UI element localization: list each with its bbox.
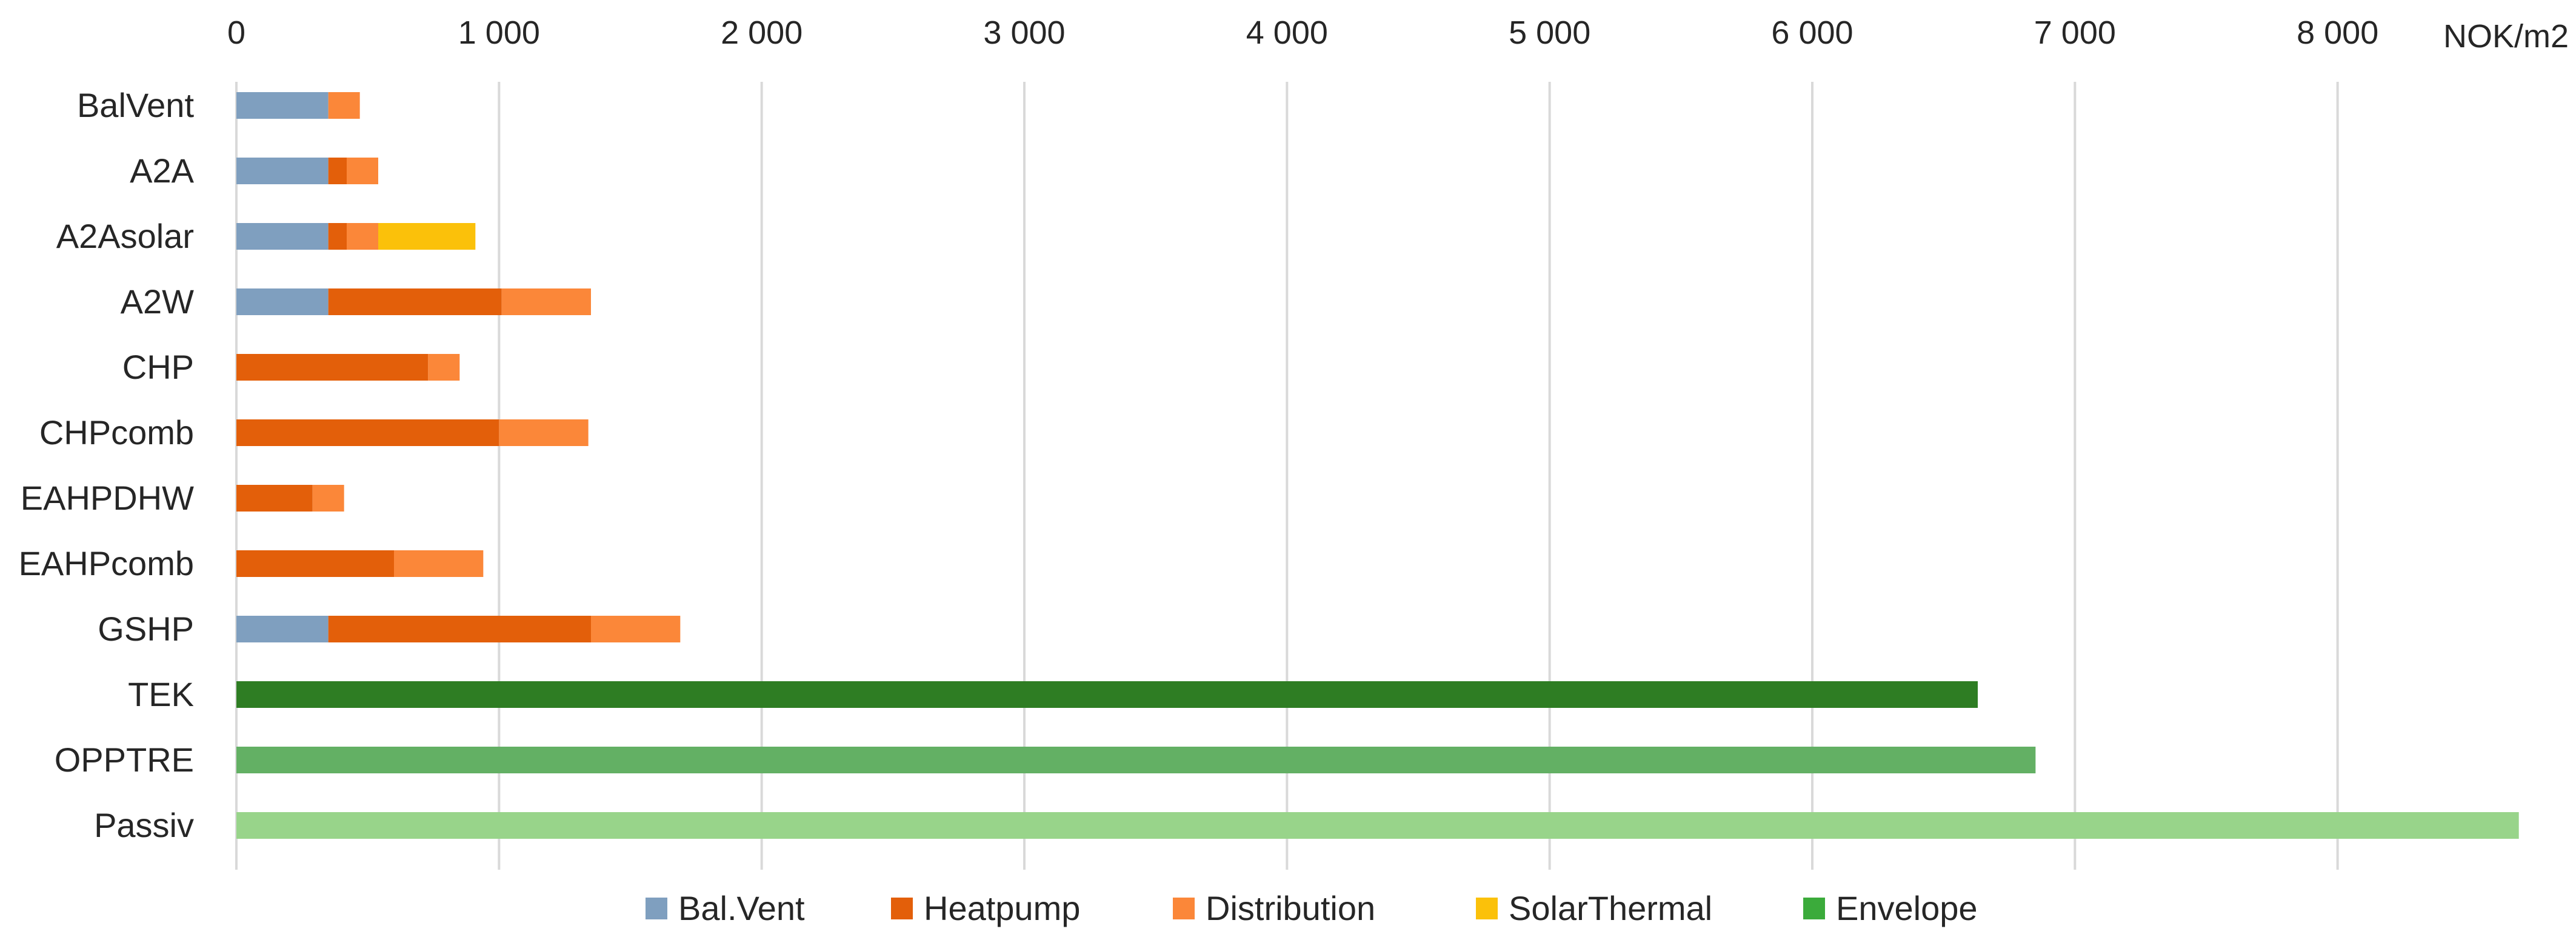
bar-segment-a2a-bal-vent: [236, 158, 329, 184]
category-label-a2a: A2A: [130, 152, 194, 190]
legend-label-solarthermal: SolarThermal: [1509, 889, 1712, 927]
x-tick-label: 8 000: [2297, 15, 2378, 51]
x-tick-label: 6 000: [1771, 15, 1853, 51]
legend-swatch-bal-vent: [646, 898, 667, 919]
bar-segment-eahpdhw-distribution: [312, 485, 344, 512]
category-label-eahpdhw: EAHPDHW: [21, 479, 194, 517]
x-tick-label: 1 000: [458, 15, 540, 51]
category-label-tek: TEK: [128, 675, 194, 713]
x-tick-label: 0: [227, 15, 245, 51]
bar-segment-gshp-distribution: [591, 616, 681, 642]
legend-swatch-heatpump: [891, 898, 913, 919]
category-label-a2asolar: A2Asolar: [56, 217, 194, 255]
legend-swatch-distribution: [1173, 898, 1195, 919]
legend-label-envelope: Envelope: [1836, 889, 1978, 927]
bar-segment-a2asolar-distribution: [347, 223, 378, 250]
category-label-gshp: GSHP: [98, 610, 194, 648]
bar-segment-balvent-distribution: [328, 92, 360, 119]
legend-swatch-solarthermal: [1476, 898, 1498, 919]
bar-segment-a2a-heatpump: [328, 158, 347, 184]
bar-segment-gshp-bal-vent: [236, 616, 329, 642]
bar-segment-eahpcomb-distribution: [394, 550, 484, 577]
x-tick-label: 4 000: [1246, 15, 1328, 51]
category-label-chp: CHP: [122, 348, 194, 386]
bar-segment-a2w-heatpump: [328, 288, 502, 315]
bar-segment-a2w-distribution: [501, 288, 591, 315]
x-axis-tick-labels: 0 1 000 2 000 3 000 4 000 5 000 6 000 7 000 8 00…: [227, 15, 2378, 51]
x-axis-unit-label: NOK/m2: [2443, 18, 2569, 55]
bar-segment-passiv-envelope: [236, 812, 2519, 839]
bar-segment-a2asolar-heatpump: [328, 223, 347, 250]
bar-segment-opptre-envelope: [236, 747, 2036, 773]
category-label-passiv: Passiv: [94, 806, 194, 844]
bars: [236, 92, 2519, 839]
bar-segment-balvent-bal-vent: [236, 92, 329, 119]
bar-segment-chp-distribution: [428, 354, 460, 381]
x-tick-label: 7 000: [2034, 15, 2116, 51]
bar-segment-a2w-bal-vent: [236, 288, 329, 315]
legend-swatch-envelope: [1803, 898, 1825, 919]
bar-segment-chpcomb-heatpump: [236, 419, 499, 446]
gridlines: [235, 82, 2339, 870]
x-tick-label: 2 000: [721, 15, 802, 51]
legend-label-bal-vent: Bal.Vent: [678, 889, 805, 927]
category-labels: BalVent A2A A2Asolar A2W CHP CHPcomb EAHPDHW EA…: [19, 86, 195, 844]
bar-segment-a2a-distribution: [347, 158, 378, 184]
category-label-opptre: OPPTRE: [55, 741, 194, 779]
bar-segment-chp-heatpump: [236, 354, 429, 381]
bar-segment-eahpcomb-heatpump: [236, 550, 394, 577]
x-tick-label: 5 000: [1509, 15, 1590, 51]
legend-label-heatpump: Heatpump: [924, 889, 1080, 927]
bar-segment-a2asolar-bal-vent: [236, 223, 329, 250]
category-label-a2w: A2W: [121, 282, 194, 321]
legend: Bal.Vent Heatpump Distribution SolarThermal…: [646, 889, 1978, 927]
bar-segment-chpcomb-distribution: [499, 419, 589, 446]
category-label-chpcomb: CHPcomb: [39, 413, 194, 452]
legend-label-distribution: Distribution: [1206, 889, 1375, 927]
bar-segment-tek-envelope: [236, 681, 1978, 708]
x-tick-label: 3 000: [983, 15, 1065, 51]
category-label-eahpcomb: EAHPcomb: [19, 544, 194, 582]
bar-segment-gshp-heatpump: [328, 616, 591, 642]
bar-segment-eahpdhw-heatpump: [236, 485, 313, 512]
category-label-balvent: BalVent: [77, 86, 194, 124]
bar-segment-a2asolar-solarthermal: [378, 223, 476, 250]
